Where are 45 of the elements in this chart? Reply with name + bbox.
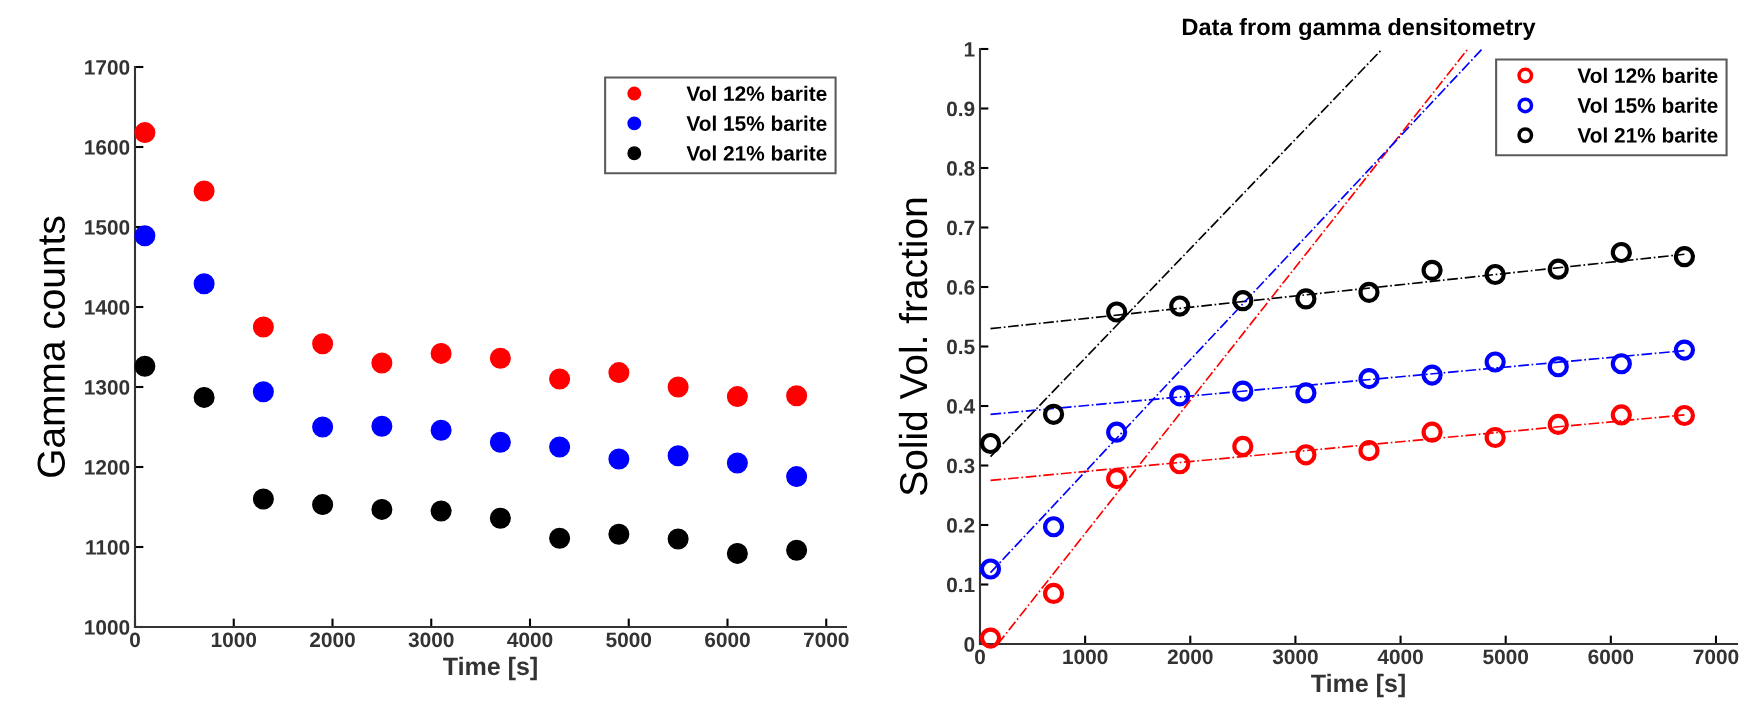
x-tick-label: 4000	[507, 632, 553, 648]
x-tick-label: 2000	[310, 632, 355, 648]
x-tick-label: 7000	[1693, 649, 1739, 665]
x-tick-label: 3000	[408, 632, 454, 648]
x-tick-label: 0	[130, 632, 140, 648]
y-axis-title: Solid Vol. fraction	[898, 198, 928, 495]
y-tick-label: 1100	[86, 540, 130, 555]
x-axis-title: Time [s]	[443, 656, 537, 681]
y-tick-label: 1300	[85, 380, 130, 395]
y-axis-title: Gamma counts	[37, 216, 65, 477]
y-tick-label: 0.9	[947, 101, 975, 117]
y-tick-label: 1700	[85, 60, 130, 75]
x-tick-label: 5000	[1483, 649, 1529, 665]
y-tick-label: 0.5	[947, 339, 975, 355]
y-tick-label: 1400	[85, 300, 130, 315]
chart-title: Data from gamma densitometry	[1182, 18, 1536, 41]
x-tick-label: 6000	[705, 632, 750, 648]
y-tick-label: 1600	[85, 140, 130, 155]
y-tick-label: 0.4	[947, 399, 976, 414]
x-tick-label: 3000	[1272, 649, 1318, 665]
x-tick-label: 5000	[606, 632, 652, 648]
x-tick-label: 7000	[803, 632, 849, 648]
legend-label: Vol 21% barite	[686, 145, 827, 161]
y-tick-label: 1200	[85, 460, 130, 475]
y-tick-label: 0.7	[947, 220, 975, 236]
x-tick-label: 2000	[1167, 649, 1213, 665]
y-tick-label: 0.2	[947, 518, 975, 533]
x-tick-label: 1000	[211, 632, 257, 648]
x-tick-label: 4000	[1377, 649, 1423, 665]
x-tick-label: 1000	[1063, 649, 1108, 665]
y-tick-label: 1000	[85, 620, 130, 635]
legend-label: Vol 21% barite	[1577, 127, 1718, 143]
y-tick-label: 0.3	[947, 458, 975, 474]
legend-label: Vol 15% barite	[1577, 97, 1718, 113]
y-tick-label: 1500	[85, 220, 130, 235]
y-tick-label: 1	[964, 42, 975, 57]
legend-label: Vol 12% barite	[686, 85, 827, 102]
y-tick-label: 0.6	[947, 280, 975, 295]
legend-label: Vol 15% barite	[686, 115, 827, 131]
legend-label: Vol 12% barite	[1577, 67, 1718, 84]
x-tick-label: 0	[975, 649, 985, 665]
y-tick-label: 0.1	[947, 577, 975, 593]
y-tick-label: 0.8	[947, 161, 975, 176]
x-axis-title: Time [s]	[1311, 673, 1405, 698]
x-tick-label: 6000	[1588, 649, 1634, 665]
